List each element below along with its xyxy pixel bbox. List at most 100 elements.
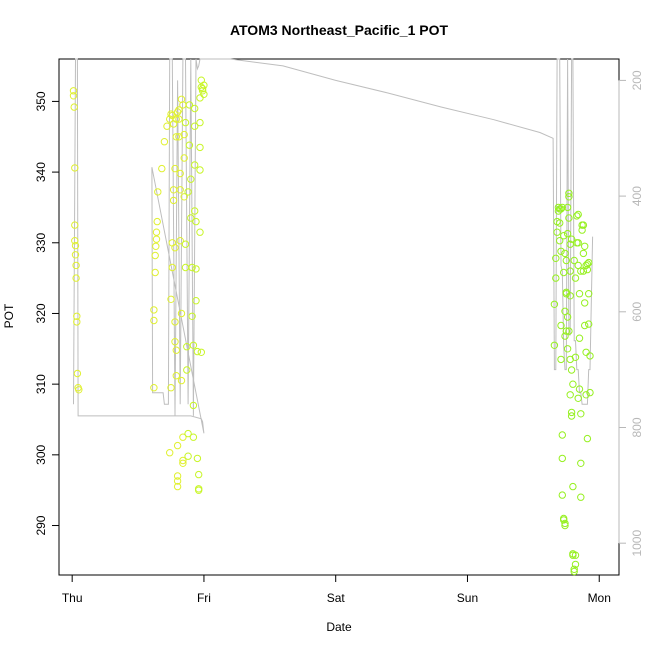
y2-tick-label: 200 — [630, 70, 644, 90]
data-point — [582, 391, 590, 399]
data-point — [200, 90, 208, 99]
y-axis-label: POT — [2, 303, 16, 328]
data-point — [191, 104, 199, 113]
data-point — [570, 256, 578, 265]
data-point — [167, 110, 175, 118]
data-point — [167, 384, 175, 392]
data-point — [569, 380, 577, 388]
x-tick-label: Sat — [327, 591, 346, 605]
data-point — [177, 95, 186, 104]
data-point — [563, 229, 572, 238]
secondary-y-axis: 200 400 600 800 1000 — [618, 70, 644, 557]
data-point — [169, 196, 178, 205]
data-point — [560, 268, 568, 277]
data-point — [558, 491, 566, 499]
data-point — [577, 267, 585, 275]
data-point — [552, 274, 560, 282]
data-point — [177, 309, 186, 318]
data-point — [571, 560, 580, 569]
x-tick-label: Sun — [457, 591, 478, 605]
x-axis: Thu Fri Sat Sun Mon — [62, 575, 611, 605]
data-point — [152, 228, 161, 236]
data-point — [567, 235, 576, 243]
y-tick-label: 300 — [34, 445, 48, 465]
data-point — [560, 516, 568, 524]
y2-tick-label: 800 — [630, 417, 644, 437]
data-point — [73, 369, 82, 378]
data-point — [185, 141, 194, 149]
data-point — [71, 241, 80, 250]
data-point — [198, 87, 207, 95]
data-point — [173, 477, 182, 485]
data-point — [169, 120, 178, 128]
data-point — [561, 249, 569, 258]
y-tick-label: 330 — [34, 232, 48, 252]
data-point — [562, 288, 570, 296]
data-point — [151, 251, 159, 260]
data-point — [196, 118, 204, 127]
data-point — [581, 321, 589, 330]
points-layer — [69, 76, 594, 576]
data-point — [557, 321, 565, 330]
data-point — [154, 188, 162, 196]
data-point — [556, 219, 564, 227]
data-point — [193, 454, 202, 463]
data-point — [150, 316, 158, 325]
data-point — [585, 320, 593, 328]
y-tick-label: 290 — [34, 515, 48, 535]
y2-tick-label: 1000 — [630, 530, 644, 557]
data-point — [72, 261, 80, 270]
data-point — [570, 565, 578, 573]
data-point — [550, 300, 559, 308]
data-point — [550, 341, 559, 349]
data-point — [171, 244, 179, 252]
data-point — [563, 203, 572, 212]
data-point — [171, 318, 179, 326]
data-point — [586, 352, 594, 360]
data-point — [571, 274, 580, 282]
data-point — [553, 228, 561, 236]
data-point — [71, 221, 79, 229]
data-point — [73, 312, 81, 320]
data-point — [557, 205, 565, 213]
data-point — [561, 521, 569, 530]
data-point — [69, 87, 78, 95]
data-point — [192, 217, 200, 226]
data-point — [188, 263, 196, 272]
data-point — [175, 106, 183, 114]
data-point — [567, 408, 576, 417]
data-point — [187, 214, 195, 222]
data-point — [173, 108, 182, 116]
data-point — [574, 210, 582, 219]
data-point — [195, 470, 203, 479]
data-point — [181, 240, 190, 248]
data-point — [192, 297, 200, 305]
data-point — [180, 193, 188, 201]
data-point — [195, 486, 203, 494]
data-point — [167, 295, 175, 303]
x-tick-label: Thu — [62, 591, 83, 605]
data-point — [168, 239, 177, 247]
data-point — [585, 290, 593, 298]
data-point — [166, 449, 174, 457]
data-point — [189, 401, 198, 410]
data-point — [176, 169, 184, 178]
data-point — [575, 290, 584, 298]
data-point — [184, 452, 192, 460]
data-point — [583, 434, 592, 443]
data-point — [191, 161, 199, 169]
data-point — [560, 232, 568, 240]
data-point — [163, 122, 171, 130]
data-point — [577, 410, 585, 418]
y2-tick-label: 600 — [630, 301, 644, 321]
data-point — [557, 355, 565, 364]
data-point — [173, 482, 182, 491]
data-point — [176, 237, 184, 245]
data-point — [160, 138, 169, 146]
data-point — [177, 376, 186, 385]
data-point — [176, 186, 184, 194]
data-point — [172, 133, 181, 141]
data-point — [583, 260, 592, 268]
data-point — [196, 94, 204, 102]
data-point — [563, 345, 572, 353]
